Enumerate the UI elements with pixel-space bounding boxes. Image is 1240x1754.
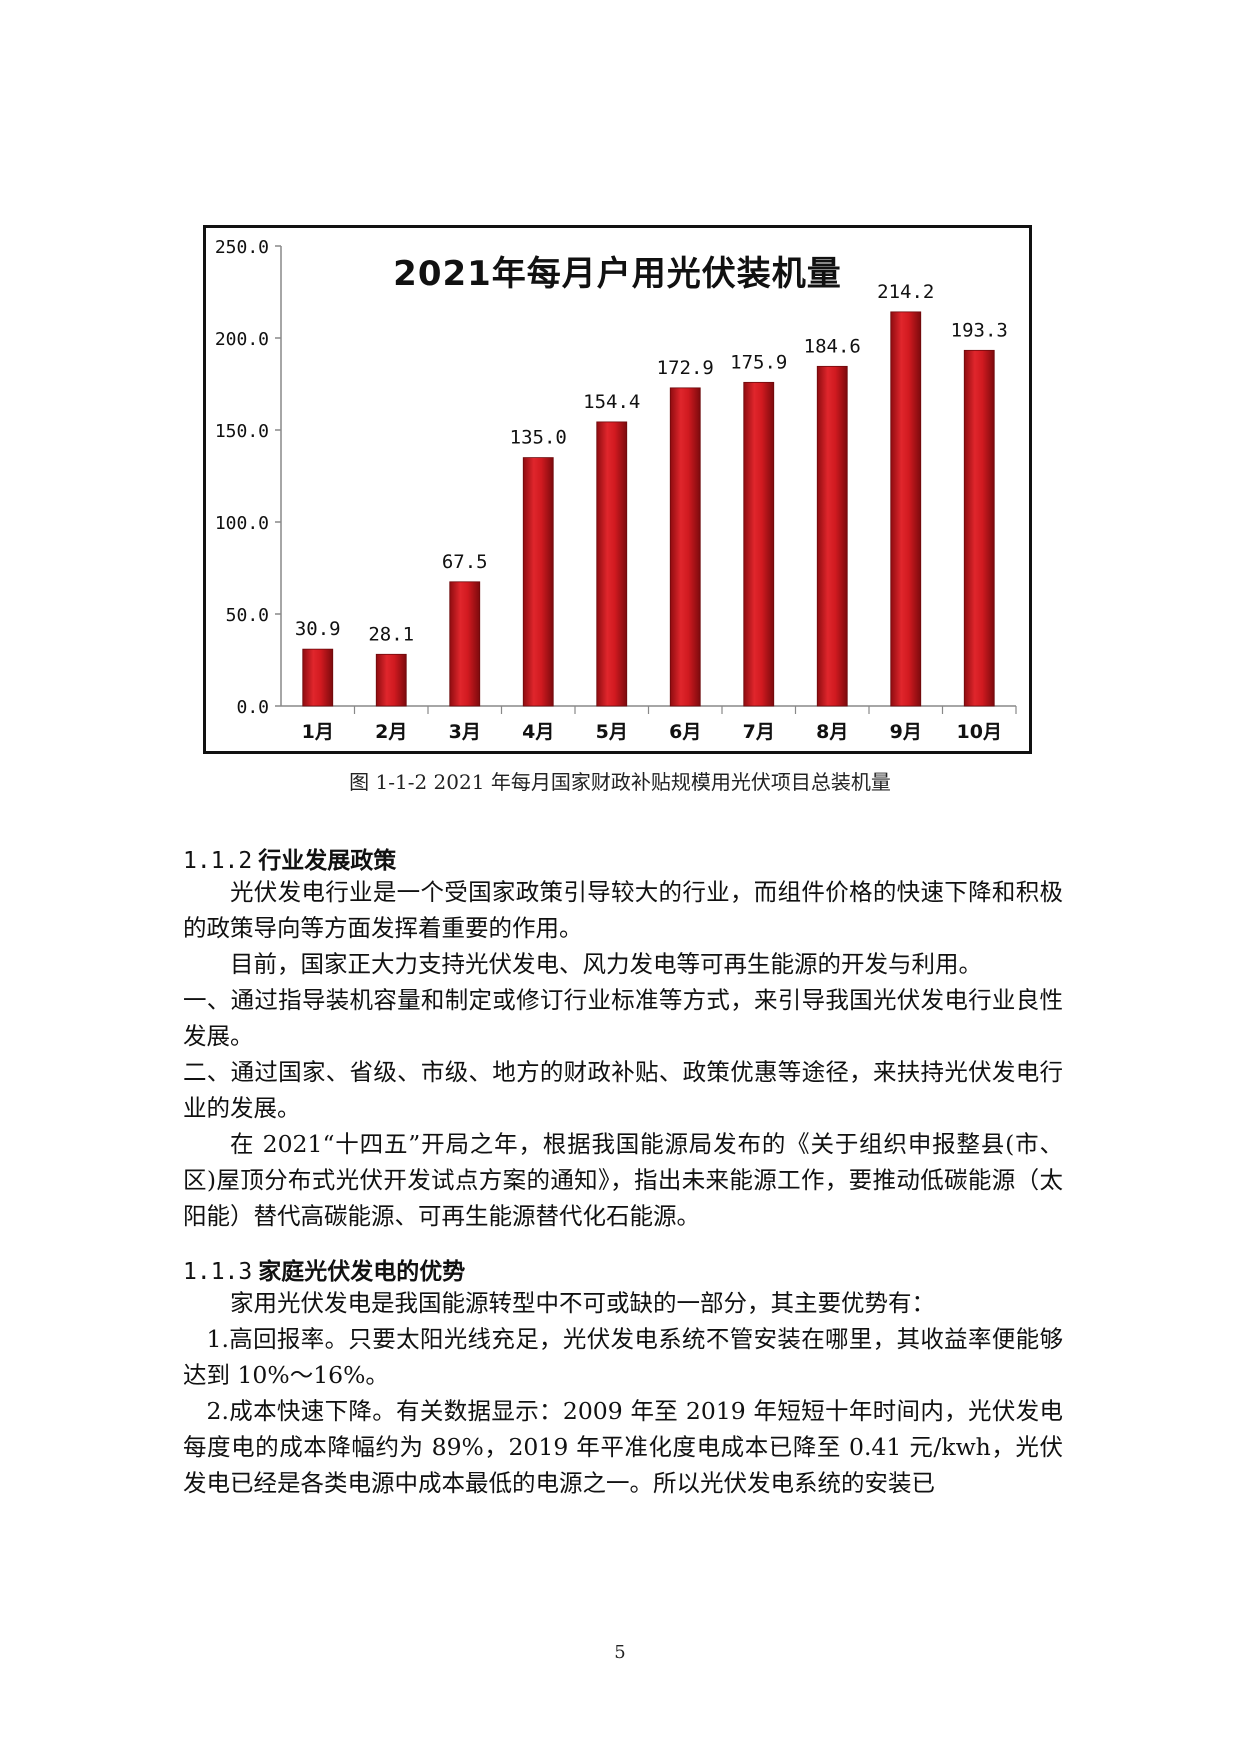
paragraph: 家用光伏发电是我国能源转型中不可或缺的一部分，其主要优势有：	[230, 1289, 935, 1317]
x-tick-label: 8月	[816, 721, 848, 743]
x-tick-label: 2月	[375, 721, 407, 743]
x-tick-label: 6月	[669, 721, 701, 743]
paragraph: 在 2021“十四五”开局之年，根据我国能源局发布的《关于组织申报整县(市、区)…	[183, 1130, 1063, 1230]
figure-caption: 图 1-1-2 2021 年每月国家财政补贴规模用光伏项目总装机量	[349, 770, 891, 794]
bar-value-label: 214.2	[877, 281, 934, 303]
bar-3月	[449, 581, 481, 707]
bar-1月	[302, 648, 334, 707]
y-tick-label: 0.0	[236, 697, 269, 718]
section-title: 家庭光伏发电的优势	[258, 1259, 466, 1285]
bar-chart: 0.0 50.0 100.0 150.0 200.0 250.0 30.9 1月 28.1 2月…	[203, 225, 1032, 754]
x-tick-label: 7月	[743, 721, 775, 743]
y-tick-label: 100.0	[215, 513, 269, 534]
section-title: 行业发展政策	[258, 848, 397, 874]
paragraph: 光伏发电行业是一个受国家政策引导较大的行业，而组件价格的快速下降和积极的政策导向…	[183, 878, 1063, 942]
section-heading-1-1-3: 1.1.3 家庭光伏发电的优势	[183, 1252, 465, 1286]
bar-4月	[522, 457, 554, 707]
section-number: 1.1.3	[183, 1259, 253, 1285]
bar-8月	[816, 365, 848, 707]
bar-7月	[743, 381, 775, 707]
bar-value-label: 154.4	[583, 391, 640, 413]
bar-10月	[963, 349, 995, 707]
x-tick-label: 3月	[449, 721, 481, 743]
bar-value-label: 175.9	[730, 351, 787, 373]
bar-9月	[890, 311, 922, 707]
bar-value-label: 193.3	[951, 319, 1008, 341]
bar-value-label: 28.1	[368, 623, 414, 645]
x-tick-label: 4月	[522, 721, 554, 743]
bar-5月	[596, 421, 628, 707]
bar-value-label: 135.0	[510, 427, 567, 449]
paragraph: 2.成本快速下降。有关数据显示：2009 年至 2019 年短短十年时间内，光伏…	[183, 1397, 1063, 1497]
section-number: 1.1.2	[183, 848, 253, 874]
paragraph: 1.高回报率。只要太阳光线充足，光伏发电系统不管安装在哪里，其收益率便能够达到 …	[183, 1325, 1063, 1389]
bar-6月	[669, 387, 701, 707]
x-tick-label: 9月	[890, 721, 922, 743]
bar-value-label: 67.5	[442, 551, 488, 573]
bar-value-label: 184.6	[804, 335, 861, 357]
y-tick-label: 50.0	[226, 605, 269, 626]
chart-title: 2021年每月户用光伏装机量	[393, 254, 842, 294]
bar-value-label: 172.9	[657, 357, 714, 379]
paragraph: 一、通过指导装机容量和制定或修订行业标准等方式，来引导我国光伏发电行业良性发展。	[183, 986, 1063, 1050]
bar-2月	[375, 653, 407, 707]
paragraph: 目前，国家正大力支持光伏发电、风力发电等可再生能源的开发与利用。	[230, 950, 982, 978]
paragraph: 二、通过国家、省级、市级、地方的财政补贴、政策优惠等途径，来扶持光伏发电行业的发…	[183, 1058, 1063, 1122]
page-number: 5	[614, 1642, 626, 1663]
y-tick-label: 250.0	[215, 237, 269, 258]
y-tick-label: 200.0	[215, 329, 269, 350]
x-tick-label: 1月	[302, 721, 334, 743]
x-tick-label: 10月	[957, 721, 1002, 743]
bar-value-label: 30.9	[295, 618, 341, 640]
section-heading-1-1-2: 1.1.2 行业发展政策	[183, 841, 396, 875]
y-tick-label: 150.0	[215, 421, 269, 442]
chart-plot: 0.0 50.0 100.0 150.0 200.0 250.0 30.9 1月 28.1 2月…	[215, 237, 1017, 743]
x-tick-label: 5月	[596, 721, 628, 743]
